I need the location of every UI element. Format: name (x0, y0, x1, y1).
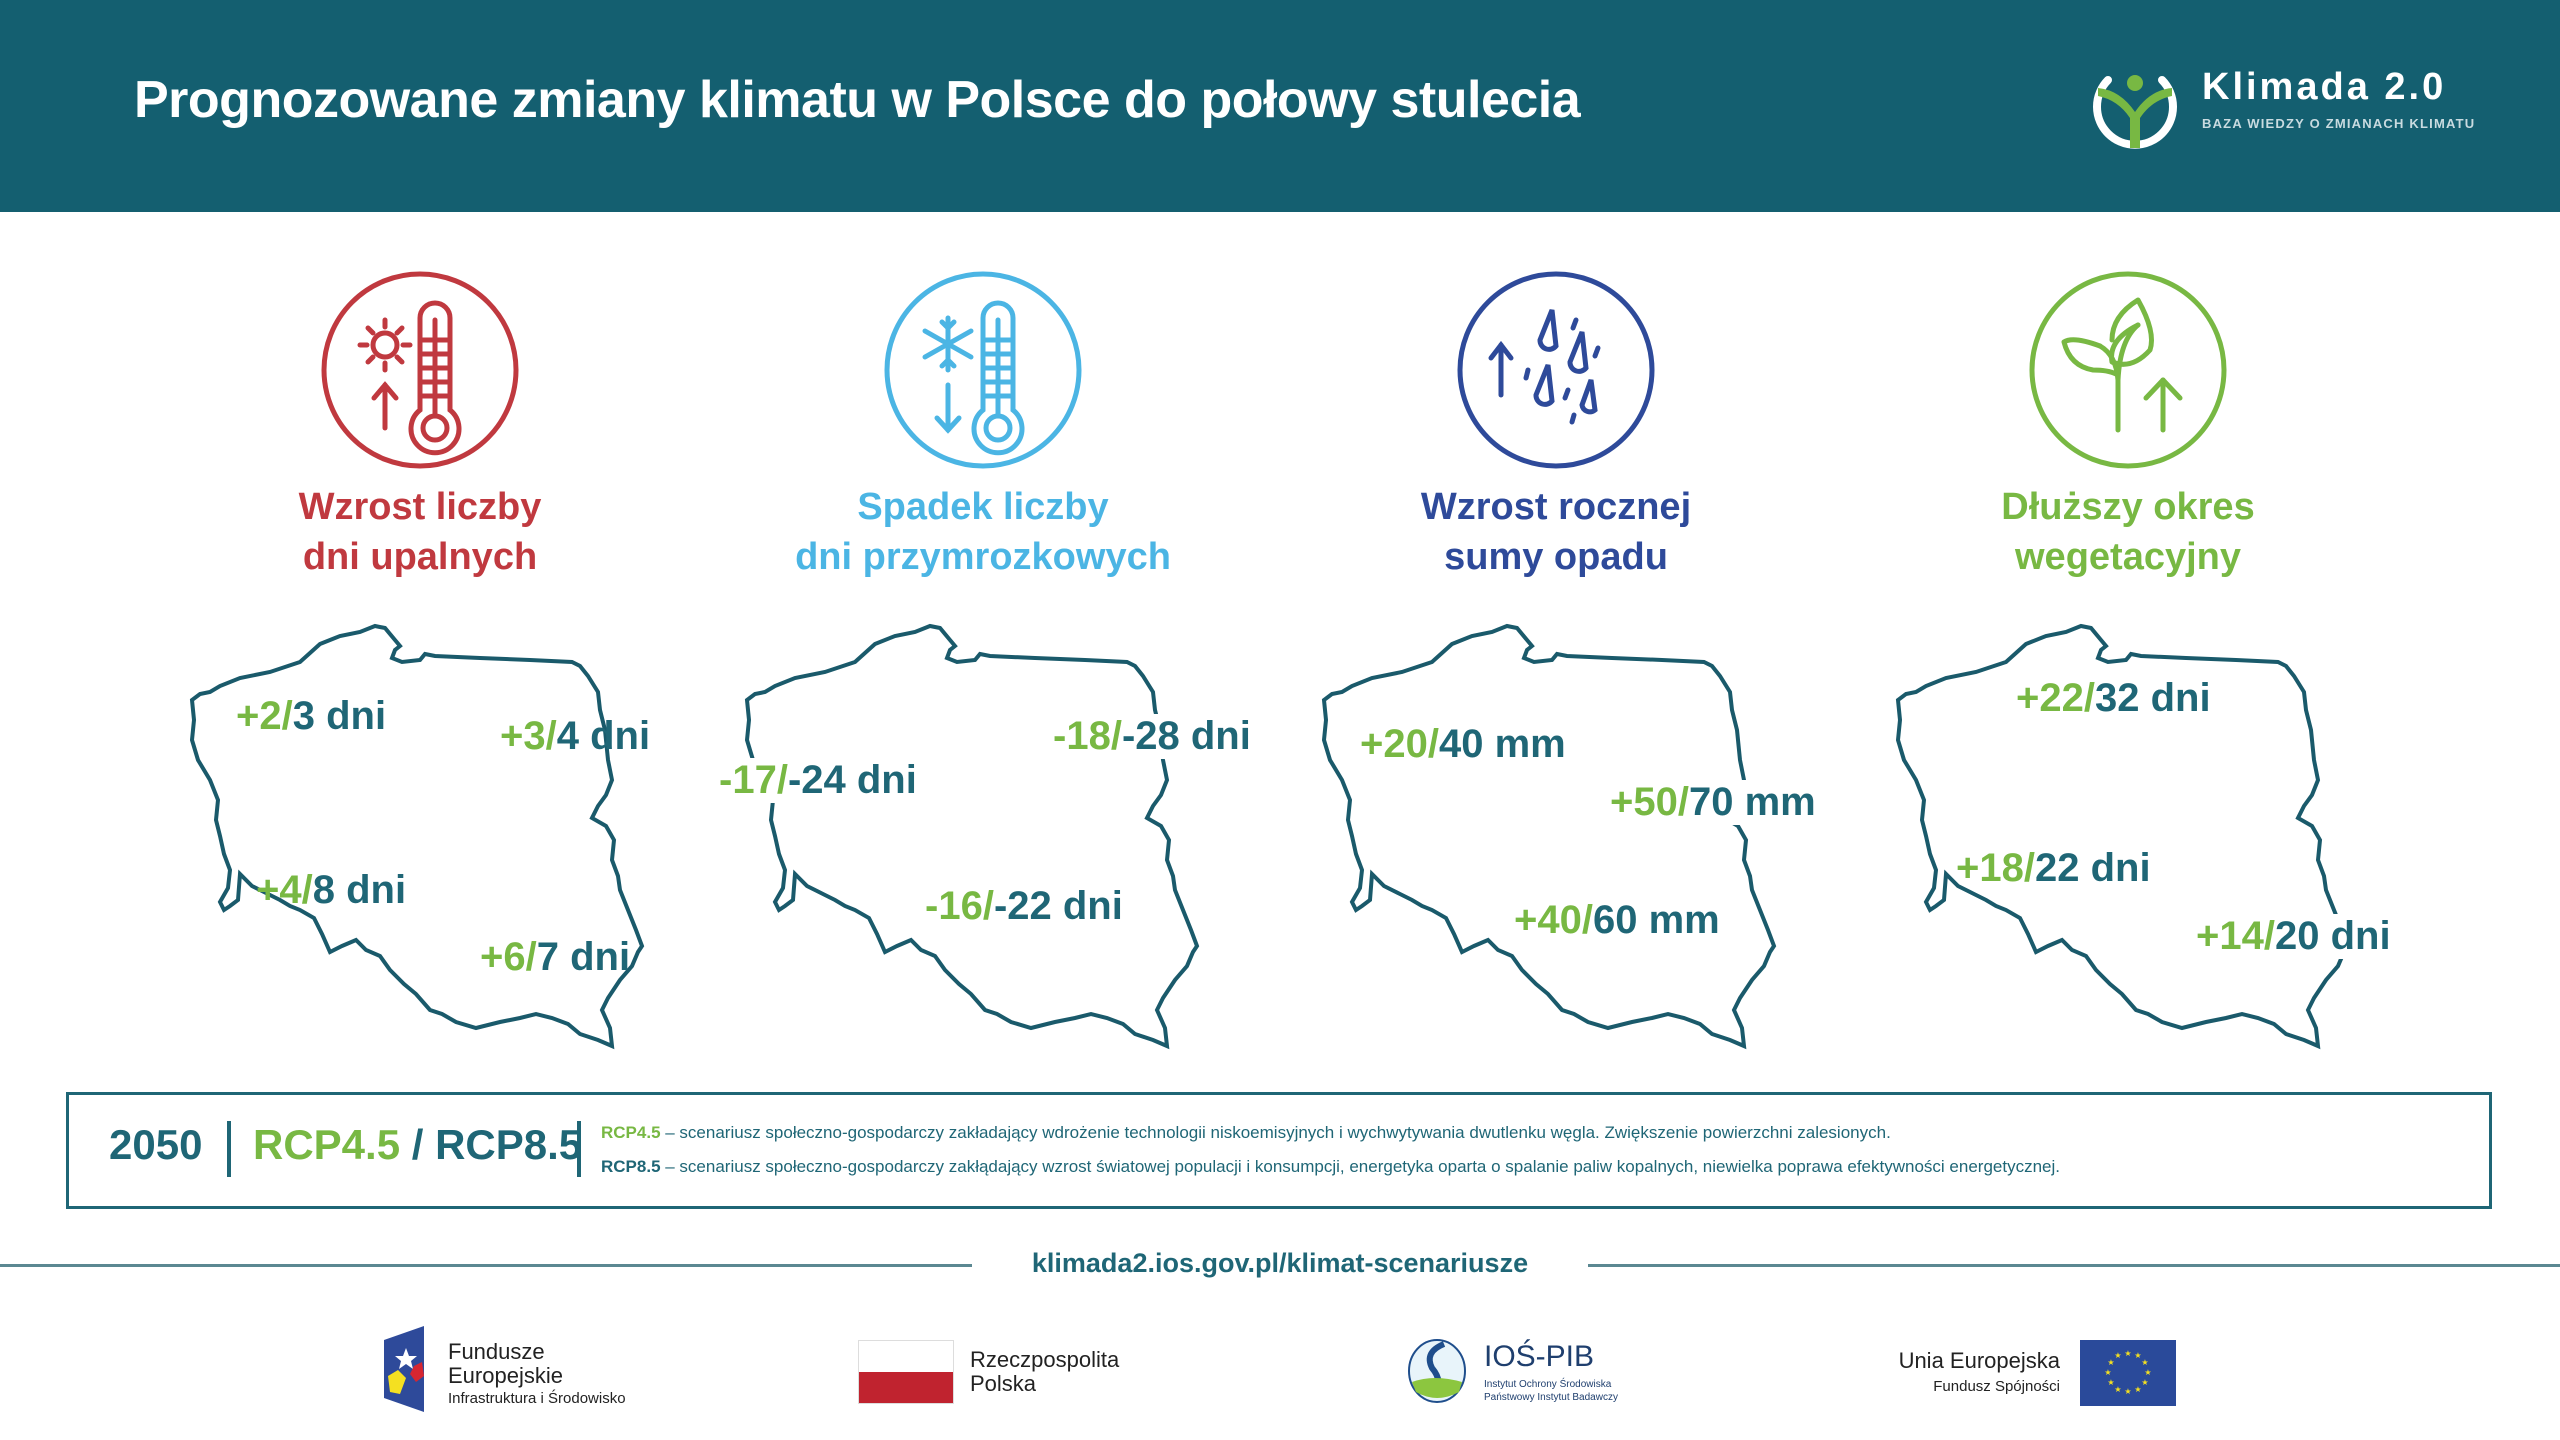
scenario-legend: 2050 RCP4.5 / RCP8.5 RCP4.5 – scenariusz… (66, 1092, 2492, 1209)
poland-map-frost-days: -17/-24 dni -18/-28 dni -16/-22 dni (719, 610, 1255, 1050)
svg-text:★: ★ (2144, 1368, 2151, 1377)
value-label: +20/40 mm (1360, 722, 1566, 766)
hot-thermometer-icon (320, 270, 520, 470)
indicator-title: Dłuższy okres wegetacyjny (2001, 486, 2255, 578)
value-label: -17/-24 dni (719, 758, 917, 803)
svg-text:★: ★ (2107, 1378, 2114, 1387)
unia-europejska-logo: Unia Europejska Fundusz Spójności ★ ★ ★ ★ ★… (1890, 1318, 2190, 1418)
fundusze-europejskie-logo: Fundusze Europejskie Infrastruktura i Śro… (384, 1318, 684, 1418)
fe-program: Infrastruktura i Środowisko (448, 1390, 626, 1407)
legend-divider (227, 1121, 231, 1177)
ue-fund: Fundusz Spójności (1933, 1378, 2060, 1395)
poland-map-vegetation: +22/32 dni +18/22 dni +14/20 dni (1886, 610, 2406, 1050)
ios-pib-name: IOŚ-PIB (1484, 1340, 1595, 1373)
value-label: +2/3 dni (236, 694, 387, 738)
footer-divider-left (0, 1264, 972, 1267)
fe-emblem-icon (384, 1326, 424, 1412)
value-label: +22/32 dni (2016, 676, 2211, 720)
svg-text:★: ★ (2107, 1358, 2114, 1367)
value-label: -16/-22 dni (925, 884, 1123, 928)
svg-text:★: ★ (2141, 1378, 2148, 1387)
legend-year: 2050 (109, 1121, 203, 1168)
rain-drops-icon (1456, 270, 1656, 470)
ue-name: Unia Europejska (1898, 1348, 2060, 1373)
logo-tagline: BAZA WIEDZY O ZMIANACH KLIMATU (2202, 116, 2476, 131)
poland-map-hot-days: +2/3 dni +3/4 dni +4/8 dni +6/7 dni (180, 610, 700, 1050)
source-link[interactable]: klimada2.ios.gov.pl/klimat-scenariusze (1031, 1248, 1529, 1278)
rzeczpospolita-polska-logo: Rzeczpospolita Polska (858, 1318, 1158, 1418)
logo-name: Klimada 2.0 (2202, 66, 2447, 108)
value-label: -18/-28 dni (1053, 714, 1251, 759)
frost-thermometer-icon (883, 270, 1083, 470)
ios-pib-emblem-icon (1408, 1339, 1466, 1403)
poland-outline-icon (745, 624, 1199, 1048)
indicator-title: Wzrost rocznej sumy opadu (1420, 486, 1692, 578)
svg-text:★: ★ (2141, 1358, 2148, 1367)
rcp85-description: RCP8.5 – scenariusz społeczno-gospodarcz… (601, 1157, 2060, 1176)
ios-pib-logo: IOŚ-PIB Instytut Ochrony Środowiska Państ… (1404, 1318, 1704, 1418)
poland-outline-icon (1322, 624, 1776, 1048)
poland-outline-icon (190, 624, 644, 1048)
header-banner: Prognozowane zmiany klimatu w Polsce do … (0, 0, 2560, 212)
indicator-title: Spadek liczby dni przymrozkowych (795, 486, 1171, 578)
svg-text:★: ★ (2134, 1385, 2141, 1394)
value-label: +4/8 dni (256, 868, 407, 912)
ios-pib-fullname: Instytut Ochrony Środowiska Państwowy Ins… (1484, 1379, 1618, 1403)
legend-divider (577, 1121, 581, 1177)
svg-text:★: ★ (2104, 1368, 2111, 1377)
fe-name: Fundusze Europejskie (448, 1339, 563, 1388)
klimada-emblem-icon (2093, 75, 2177, 149)
svg-text:★: ★ (2114, 1351, 2121, 1360)
value-label: +6/7 dni (480, 935, 631, 979)
value-label: +14/20 dni (2196, 914, 2391, 959)
eu-flag-icon: ★ ★★★ ★★★★ ★★★★ (2080, 1340, 2176, 1406)
value-label: +40/60 mm (1514, 898, 1720, 942)
page-title: Prognozowane zmiany klimatu w Polsce do … (134, 71, 1581, 129)
rcp45-description: RCP4.5 – scenariusz społeczno-gospodarcz… (601, 1123, 1891, 1142)
svg-text:★: ★ (2124, 1349, 2131, 1358)
value-label: +18/22 dni (1956, 846, 2151, 890)
indicator-title: Wzrost liczby dni upalnych (298, 486, 542, 578)
value-label: +3/4 dni (500, 714, 651, 758)
svg-text:★: ★ (2124, 1387, 2131, 1396)
polish-flag-icon (858, 1340, 954, 1404)
footer-divider-right (1588, 1264, 2560, 1267)
value-label: +50/70 mm (1610, 780, 1816, 825)
legend-scenarios: RCP4.5 / RCP8.5 (253, 1121, 583, 1168)
klimada-logo: Klimada 2.0 BAZA WIEDZY O ZMIANACH KLIMA… (2090, 58, 2490, 158)
poland-map-precipitation: +20/40 mm +50/70 mm +40/60 mm (1312, 610, 1832, 1050)
plant-growth-icon (2028, 270, 2228, 470)
rp-name: Rzeczpospolita Polska (970, 1347, 1120, 1396)
svg-text:★: ★ (2114, 1385, 2121, 1394)
svg-text:★: ★ (2134, 1351, 2141, 1360)
